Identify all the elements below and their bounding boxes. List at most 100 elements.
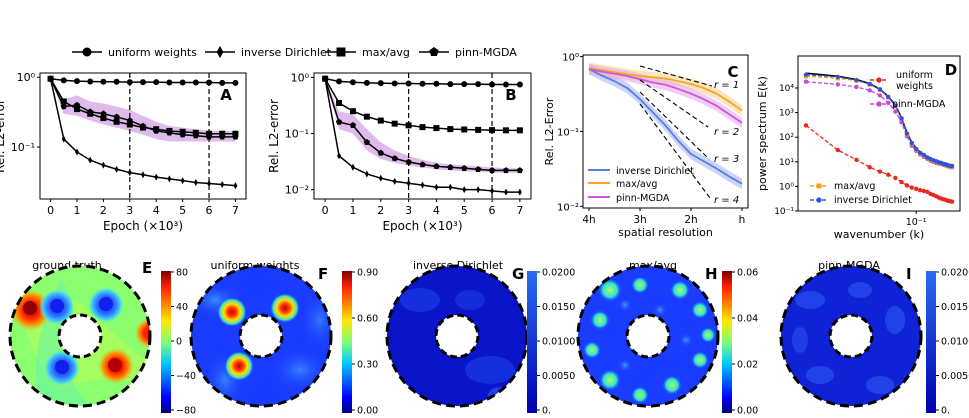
point-mgda — [893, 109, 898, 114]
point-invdir — [220, 181, 225, 189]
panel-g-label: G — [512, 265, 524, 283]
plot-frame — [797, 55, 961, 212]
colorbar-tick-label: 0.02 — [737, 360, 758, 371]
band-mgda — [589, 63, 742, 129]
point-invdir — [886, 94, 891, 100]
plot-frame — [39, 72, 247, 200]
panel-letter: C — [727, 63, 738, 81]
point-uniform — [516, 81, 523, 88]
point-mgda — [877, 93, 883, 98]
x-tick-label: 7 — [232, 204, 239, 217]
panel-f-colorbar-ticks: 0.90 0.60 0.30 0.00 — [352, 268, 378, 417]
point-uniform — [153, 79, 160, 86]
reference-line-label: r = 3 — [714, 154, 739, 165]
x-axis-label: spatial resolution — [618, 226, 713, 239]
point-mgda — [419, 161, 426, 168]
point-uniform — [87, 78, 94, 85]
x-tick-label: 3 — [126, 204, 133, 217]
panel-b-chart: 0 1 2 3 4 5 6 7 10⁰ 10⁻¹ 10⁻² Epoch (×10³) Rel. L2-e… — [267, 71, 532, 233]
x-tick-label: 1 — [73, 204, 80, 217]
point-maxavg — [60, 98, 67, 105]
y-axis-label: power spectrum E(k) — [756, 76, 769, 191]
point-uniform — [949, 199, 955, 204]
x-tick-label: 0 — [322, 204, 329, 217]
d-legend-uniform-2: weights — [896, 81, 933, 92]
point-invdir — [233, 182, 238, 190]
point-mgda — [47, 75, 54, 82]
point-mgda — [60, 103, 67, 110]
point-uniform — [899, 179, 904, 185]
y-tick-label: 10¹ — [779, 158, 794, 168]
point-mgda — [349, 122, 357, 128]
legend-marker-mgda — [429, 47, 439, 57]
point-invdir — [904, 131, 910, 136]
point-maxavg — [447, 126, 454, 133]
legend-marker-uniform — [82, 47, 92, 57]
point-mgda — [87, 108, 94, 115]
point-invdir — [193, 179, 198, 187]
panel-i-label: I — [906, 265, 912, 283]
point-invdir — [877, 87, 883, 92]
x-tick-label: 3 — [405, 204, 412, 217]
point-invdir — [378, 174, 383, 182]
point-invdir — [61, 135, 66, 143]
point-maxavg — [377, 117, 384, 124]
point-invdir — [490, 187, 495, 195]
point-uniform — [126, 79, 133, 86]
point-invdir — [517, 188, 522, 196]
x-tick-label: 4h — [582, 214, 595, 226]
top-legend: uniform weights inverse Dirichlet max/avg p… — [72, 45, 517, 59]
colorbar-tick-label: 0.0100 — [941, 337, 969, 348]
point-uniform — [363, 79, 370, 86]
point-maxavg — [391, 120, 398, 127]
point-mgda — [126, 117, 133, 124]
y-tick-label: 10⁰ — [779, 182, 794, 192]
colorbar-tick-label: 0.0100 — [542, 337, 575, 348]
panel-f-colorbar — [342, 271, 352, 413]
point-maxavg — [405, 122, 412, 129]
panel-c-chart: r = 1 r = 2 r = 3 r = 4 4h 3h 2h h 10⁰ 10⁻¹ 10⁻² sp… — [543, 53, 749, 239]
point-maxavg — [100, 115, 107, 122]
reference-line-label: r = 2 — [714, 127, 739, 138]
point-invdir — [909, 140, 914, 146]
panel-i-colorbar — [926, 271, 936, 413]
point-invdir — [854, 77, 859, 83]
legend-label-mgda: pinn-MGDA — [455, 46, 517, 59]
panel-g-heatmap: inverse Dirichlet 0.02000.01500.01000.00… — [385, 259, 575, 417]
point-uniform — [886, 172, 891, 177]
point-mgda — [502, 167, 510, 174]
point-invdir — [167, 175, 172, 183]
colorbar-tick-label: 0. — [941, 406, 950, 417]
point-invdir — [420, 181, 425, 189]
point-mgda — [835, 82, 841, 87]
colorbar-tick-label: 0. — [542, 406, 551, 417]
point-maxavg — [419, 124, 426, 131]
panel-h-label: H — [705, 265, 718, 283]
point-maxavg — [461, 126, 468, 133]
point-maxavg — [126, 121, 133, 128]
panel-h-heatmap: max/avg 0.060.040.020.00 H — [576, 259, 758, 417]
x-tick-label: 2 — [377, 204, 384, 217]
point-maxavg — [489, 127, 496, 134]
point-invdir — [406, 179, 411, 187]
point-invdir — [803, 72, 809, 77]
point-maxavg — [502, 127, 509, 134]
point-uniform — [921, 188, 927, 194]
panel-d-legend-upper: uniform weights pinn-MGDA — [870, 70, 946, 110]
point-uniform — [475, 81, 482, 88]
point-mgda — [192, 132, 199, 139]
point-invdir — [921, 152, 927, 158]
point-mgda — [139, 122, 147, 129]
x-tick-label: 4 — [153, 204, 160, 217]
point-maxavg — [475, 126, 482, 133]
point-mgda — [854, 84, 859, 90]
point-mgda — [321, 75, 329, 82]
point-uniform — [917, 188, 923, 193]
point-invdir — [350, 163, 355, 171]
point-invdir — [476, 186, 481, 194]
point-mgda — [488, 167, 496, 174]
panel-h-colorbar — [722, 271, 732, 413]
panel-d-legend-lower: max/avg inverse Dirichlet — [810, 181, 912, 206]
